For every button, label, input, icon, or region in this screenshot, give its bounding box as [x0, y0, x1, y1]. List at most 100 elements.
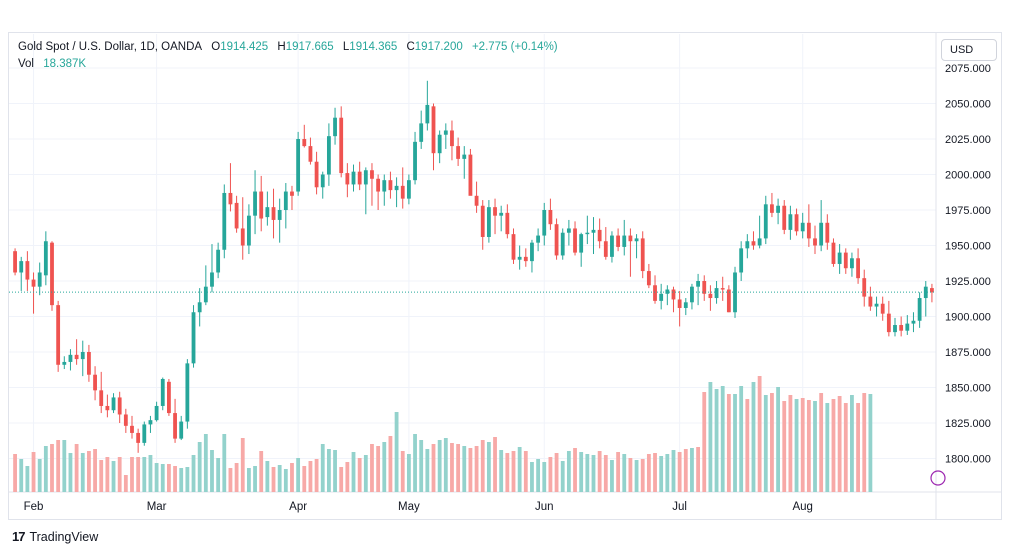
candle — [659, 283, 664, 310]
candle-body — [856, 258, 860, 279]
volume-bar — [216, 458, 221, 492]
candle — [634, 234, 639, 259]
candle — [536, 228, 541, 252]
volume-bar — [554, 453, 559, 492]
candle — [191, 305, 196, 368]
candle-body — [560, 232, 565, 256]
close-label: C — [406, 41, 415, 53]
candle — [530, 239, 534, 273]
candle-body — [886, 313, 891, 333]
candle — [640, 231, 645, 279]
candle — [450, 120, 454, 161]
volume-bar — [622, 454, 627, 492]
candle — [142, 421, 147, 446]
volume-bar — [130, 457, 134, 492]
candle-body — [825, 222, 830, 243]
candle — [136, 428, 141, 453]
candle — [579, 232, 584, 267]
candle-body — [308, 146, 313, 162]
candle — [505, 204, 510, 239]
candle — [25, 251, 30, 291]
candle — [751, 231, 756, 250]
candle — [216, 242, 221, 279]
candle — [363, 167, 368, 215]
candle-body — [806, 222, 811, 239]
candle — [837, 244, 842, 274]
price-tick-label: 2050.000 — [945, 99, 991, 111]
volume-bar — [659, 456, 664, 492]
candle-body — [370, 170, 374, 179]
candle-body — [905, 323, 910, 331]
chart-frame — [8, 32, 1002, 520]
candle — [560, 228, 565, 260]
volume-bar — [456, 444, 461, 492]
candle — [179, 415, 184, 441]
volume-bar — [160, 464, 165, 492]
candle-body — [99, 390, 104, 406]
candle — [99, 371, 104, 414]
volume-bar — [825, 403, 830, 492]
candle — [357, 161, 362, 191]
tradingview-branding[interactable]: 17 TradingView — [12, 529, 98, 544]
tradingview-name: TradingView — [29, 529, 99, 544]
volume-bars — [13, 376, 873, 492]
candle-body — [659, 293, 664, 301]
volume-bar — [25, 466, 30, 492]
candle — [290, 185, 294, 210]
volume-bar — [782, 401, 787, 492]
candle — [610, 231, 614, 263]
candle-body — [382, 180, 387, 192]
candle — [345, 163, 350, 198]
candle — [123, 408, 128, 433]
candle-body — [160, 378, 165, 406]
volume-bar — [290, 463, 294, 492]
candle — [468, 148, 473, 196]
candle-body — [493, 207, 497, 216]
candle — [677, 290, 682, 327]
volume-bar — [87, 451, 91, 492]
time-tick-label: Aug — [792, 501, 812, 513]
candle — [437, 130, 442, 164]
time-tick-label: Jun — [535, 501, 554, 513]
volume-bar — [493, 437, 497, 492]
candle-body — [388, 180, 393, 191]
candle — [203, 265, 208, 306]
volume-bar — [154, 463, 159, 492]
low-label: L — [342, 41, 350, 53]
volume-bar — [31, 452, 36, 492]
volume-bar — [505, 453, 510, 492]
candle — [493, 198, 497, 235]
price-tick-label: 1850.000 — [945, 383, 991, 395]
volume-bar — [413, 434, 417, 492]
candle-body — [702, 281, 707, 294]
candle-body — [782, 205, 787, 230]
currency-button[interactable]: USD — [941, 39, 997, 61]
candle-body — [277, 210, 282, 220]
candle-body — [363, 170, 368, 185]
volume-bar — [37, 459, 42, 492]
volume-bar — [579, 452, 584, 492]
volume-bar — [806, 400, 811, 492]
candle-body — [511, 234, 516, 260]
candle — [240, 197, 245, 260]
time-tick-label: Jul — [672, 501, 687, 513]
volume-bar — [646, 454, 651, 492]
volume-legend: Vol 18.387K — [18, 58, 86, 70]
candle-body — [173, 413, 177, 439]
candle — [806, 204, 811, 247]
candle-body — [800, 222, 805, 232]
volume-bar — [105, 457, 110, 492]
candle-body — [419, 123, 424, 142]
candle-body — [917, 298, 922, 321]
candle — [788, 205, 793, 240]
volume-bar — [868, 394, 873, 492]
volume-bar — [265, 461, 270, 492]
volume-bar — [474, 446, 479, 492]
candle — [616, 228, 621, 252]
candle-body — [148, 420, 153, 425]
candle-body — [320, 174, 325, 188]
candle-body — [603, 241, 608, 257]
candle — [234, 195, 239, 233]
candle — [43, 231, 48, 286]
